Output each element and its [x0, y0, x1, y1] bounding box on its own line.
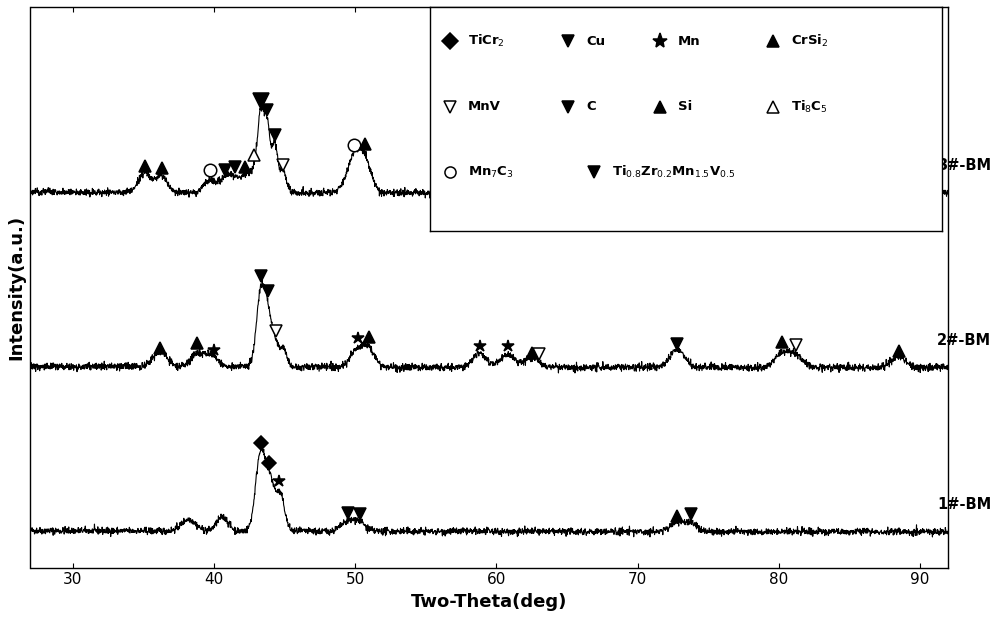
X-axis label: Two-Theta(deg): Two-Theta(deg): [411, 593, 568, 611]
Y-axis label: Intensity(a.u.): Intensity(a.u.): [7, 214, 25, 360]
Text: 3#-BM: 3#-BM: [937, 158, 991, 173]
Text: 2#-BM: 2#-BM: [937, 332, 991, 348]
Text: 1#-BM: 1#-BM: [937, 497, 991, 512]
